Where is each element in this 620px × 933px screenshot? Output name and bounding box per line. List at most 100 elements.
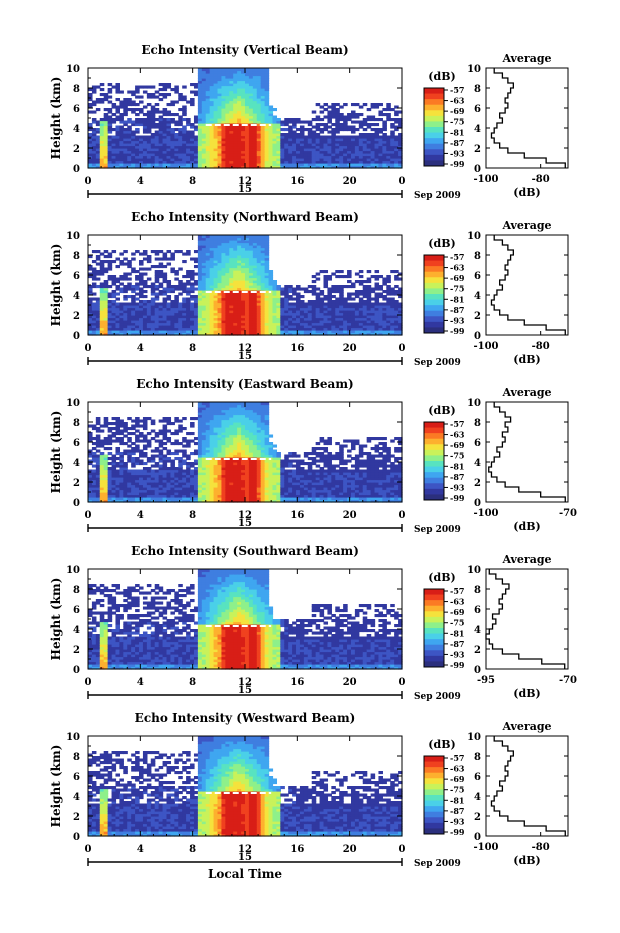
- colorbar-swatch: [424, 277, 444, 283]
- heatmap-cell: [355, 290, 360, 293]
- heatmap-cell: [300, 121, 305, 124]
- heatmap-cell: [335, 285, 340, 288]
- heatmap-cell: [108, 136, 113, 139]
- heatmap-cell: [131, 285, 136, 288]
- heatmap-cell: [108, 116, 113, 119]
- heatmap-cell: [139, 450, 144, 453]
- heatmap-cells: [88, 68, 403, 169]
- colorbar-tick-label: -75: [450, 284, 464, 294]
- heatmap-cell: [100, 425, 105, 428]
- heatmap-cell: [119, 126, 124, 129]
- heatmap-cell: [335, 275, 340, 278]
- heatmap-cell: [182, 437, 187, 440]
- heatmap-cell: [178, 280, 183, 283]
- heatmap-cell: [288, 295, 293, 298]
- heatmap-cell: [178, 128, 183, 131]
- heatmap-cell: [363, 103, 368, 106]
- heatmap-cell: [92, 470, 97, 473]
- heatmap-cell: [170, 268, 175, 271]
- heatmap-cell: [127, 278, 132, 281]
- heatmap-cell: [339, 275, 344, 278]
- heatmap-cell: [112, 86, 117, 89]
- heatmap-cell: [108, 427, 113, 430]
- heatmap-cell: [123, 250, 128, 253]
- heatmap-cell: [280, 128, 285, 131]
- heatmap-cell: [296, 128, 301, 131]
- heatmap-cell: [115, 417, 120, 420]
- heatmap-cell: [194, 126, 199, 129]
- heatmap-cell: [382, 278, 387, 281]
- heatmap-cell: [88, 298, 93, 301]
- colorbar-unit: (dB): [428, 237, 455, 250]
- heatmap-cell: [390, 270, 395, 273]
- heatmap-cell: [119, 452, 124, 455]
- date-label: Sep 2009: [414, 191, 461, 201]
- heatmap-cell: [394, 136, 399, 139]
- colorbar-tick-label: -87: [450, 305, 464, 315]
- heatmap-cell: [190, 91, 195, 94]
- heatmap-cell: [139, 96, 144, 99]
- heatmap-cell: [170, 432, 175, 435]
- heatmap-cell: [371, 128, 376, 131]
- heatmap-cell: [324, 275, 329, 278]
- heatmap-cell: [131, 295, 136, 298]
- heatmap-cell: [131, 268, 136, 271]
- heatmap-cell: [139, 108, 144, 111]
- heatmap-cell: [147, 255, 152, 258]
- profile-y-tick-label: 2: [474, 144, 481, 155]
- heatmap-cell: [96, 417, 101, 420]
- heatmap-cell: [182, 298, 187, 301]
- heatmap-cell: [163, 442, 168, 445]
- heatmap-cell: [159, 93, 164, 96]
- heatmap-cell: [339, 106, 344, 109]
- heatmap-cell: [375, 270, 380, 273]
- heatmap-cell: [386, 285, 391, 288]
- heatmap-cell: [119, 260, 124, 263]
- heatmap-cell: [135, 103, 140, 106]
- colorbar-tick-label: -81: [450, 127, 464, 137]
- colorbar-swatch: [424, 116, 444, 122]
- heatmap-cell: [363, 285, 368, 288]
- heatmap-cell: [355, 113, 360, 116]
- heatmap-cell: [88, 111, 93, 114]
- heatmap-cell: [100, 253, 105, 256]
- heatmap-cell: [355, 128, 360, 131]
- heatmap-cell: [155, 96, 160, 99]
- heatmap-cell: [159, 440, 164, 443]
- profile-line: [491, 235, 565, 335]
- heatmap-cell: [394, 270, 399, 273]
- heatmap-cell: [394, 118, 399, 121]
- heatmap-cell: [119, 437, 124, 440]
- colorbar-swatch: [424, 133, 444, 139]
- heatmap-cell: [108, 300, 113, 303]
- heatmap-cell: [316, 103, 321, 106]
- heatmap-cell: [143, 250, 148, 253]
- colorbar-tick-label: -93: [450, 315, 465, 325]
- heatmap-cell: [359, 270, 364, 273]
- heatmap-cell: [127, 417, 132, 420]
- heatmap-cell: [115, 265, 120, 268]
- profile-x-label: (dB): [513, 186, 540, 199]
- heatmap-cell: [186, 270, 191, 273]
- heatmap-cell: [194, 265, 199, 268]
- heatmap-cell: [300, 300, 305, 303]
- colorbar-tick-label: -87: [450, 138, 464, 148]
- heatmap-cell: [135, 270, 140, 273]
- heatmap-cell: [159, 270, 164, 273]
- heatmap-cell: [104, 255, 109, 258]
- heatmap-cell: [104, 268, 109, 271]
- heatmap-cell: [170, 88, 175, 91]
- profile-x-tick-label: -80: [532, 341, 550, 352]
- profile-x-tick-label: -100: [473, 174, 498, 185]
- colorbar-swatch: [424, 272, 444, 278]
- heatmap-cell: [178, 457, 183, 460]
- heatmap-cell: [304, 288, 309, 291]
- heatmap-cell: [167, 457, 172, 460]
- colorbar-tick-label: -57: [450, 85, 464, 95]
- heatmap-cell: [375, 123, 380, 126]
- x-tick-label: 16: [290, 176, 304, 187]
- heatmap-cell: [167, 111, 172, 114]
- heatmap-cell: [351, 103, 356, 106]
- heatmap-cell: [280, 133, 285, 136]
- heatmap-cell: [123, 98, 128, 101]
